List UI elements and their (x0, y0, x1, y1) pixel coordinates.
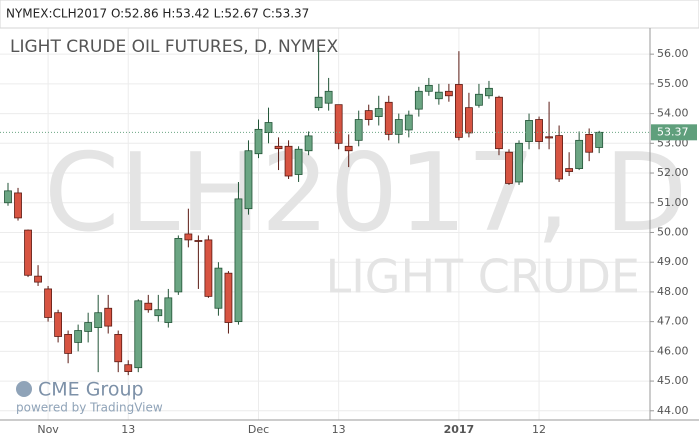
candle-body (4, 190, 12, 204)
y-tick-label: 56.00 (657, 47, 689, 60)
candle-body (314, 96, 323, 109)
candle-body (595, 131, 604, 148)
candle-body (124, 364, 133, 372)
candle-body (444, 90, 453, 97)
last-price-box (651, 124, 697, 141)
candle-body (274, 145, 283, 150)
candle-body (144, 302, 153, 311)
logo-caption: powered by TradingView (16, 401, 163, 415)
candle-body (84, 322, 93, 332)
candle-body (525, 120, 533, 142)
candle-body (585, 133, 594, 153)
y-tick-label: 50.00 (657, 225, 689, 238)
x-tick-label: 12 (532, 423, 546, 436)
candle-body (434, 91, 443, 100)
candle-body (575, 139, 584, 169)
y-tick-label: 47.00 (657, 315, 689, 328)
candle-body (164, 297, 173, 323)
candle-body (214, 267, 223, 309)
candle-body (495, 96, 503, 150)
candle-body (535, 119, 543, 142)
x-tick-label: 13 (332, 423, 346, 436)
candle-body (475, 93, 483, 106)
candle-body (204, 239, 213, 297)
candle-body (154, 309, 163, 317)
candle-body (254, 128, 263, 155)
candle-body (74, 330, 83, 343)
y-tick-label: 49.00 (657, 255, 689, 268)
candle-body (284, 145, 293, 177)
header-bar (0, 0, 699, 29)
y-tick-label: 55.00 (657, 77, 689, 90)
candle-body (334, 104, 343, 144)
candle-body (545, 136, 553, 139)
candle-body (184, 233, 193, 241)
candle-body (224, 272, 233, 323)
y-tick-label: 48.00 (657, 285, 689, 298)
x-tick-label: 13 (121, 423, 135, 436)
candle-body (454, 84, 463, 138)
candle-body (565, 168, 574, 172)
candle-body (404, 114, 413, 131)
candle-body (424, 84, 433, 92)
x-tick-label: Dec (248, 423, 269, 436)
header: NYMEX:CLH2017 O:52.86 H:53.42 L:52.67 C:… (6, 7, 309, 21)
candle-body (44, 288, 52, 318)
candle-body (555, 135, 563, 180)
candle-body (244, 150, 253, 210)
y-tick-label: 52.00 (657, 166, 689, 179)
candle-body (234, 198, 243, 323)
y-tick-label: 51.00 (657, 196, 689, 209)
candle-body (374, 108, 383, 117)
candle-body (134, 300, 143, 369)
candle-body (64, 334, 73, 354)
candle-body (324, 90, 333, 104)
candle-body (354, 119, 363, 141)
x-tick-label: Nov (37, 423, 59, 436)
candle-body (364, 110, 373, 120)
candle-body (485, 87, 493, 97)
candle-body (194, 240, 203, 242)
y-tick-label: 44.00 (657, 404, 689, 417)
candle-body (114, 334, 123, 363)
y-tick-label: 45.00 (657, 374, 689, 387)
y-tick-label: 46.00 (657, 344, 689, 357)
candle-body (94, 312, 103, 328)
candle-body (465, 107, 473, 134)
candle-body (294, 148, 303, 175)
candle-body (14, 192, 22, 219)
candle-body (414, 90, 423, 110)
candle-body (515, 142, 523, 183)
candle-body (384, 101, 393, 135)
candle-body (394, 119, 403, 135)
candle-body (344, 145, 353, 152)
candle-body (34, 275, 42, 283)
chart-title: LIGHT CRUDE OIL FUTURES, D, NYMEX (10, 37, 338, 57)
logo: CME Group (38, 379, 144, 401)
y-tick-label: 54.00 (657, 107, 689, 120)
candle-body (264, 122, 273, 134)
grid (0, 28, 650, 420)
watermark-subtitle: LIGHT CRUDE (326, 250, 640, 304)
candle-body (174, 238, 183, 293)
candle-body (54, 312, 62, 337)
candle-body (505, 151, 513, 184)
last-price-label: 53.37 (657, 125, 689, 138)
candle-body (24, 229, 32, 276)
candle-body (304, 135, 313, 152)
logo-icon (16, 381, 32, 397)
candle-body (104, 307, 113, 327)
x-tick-label: 2017 (444, 423, 475, 436)
